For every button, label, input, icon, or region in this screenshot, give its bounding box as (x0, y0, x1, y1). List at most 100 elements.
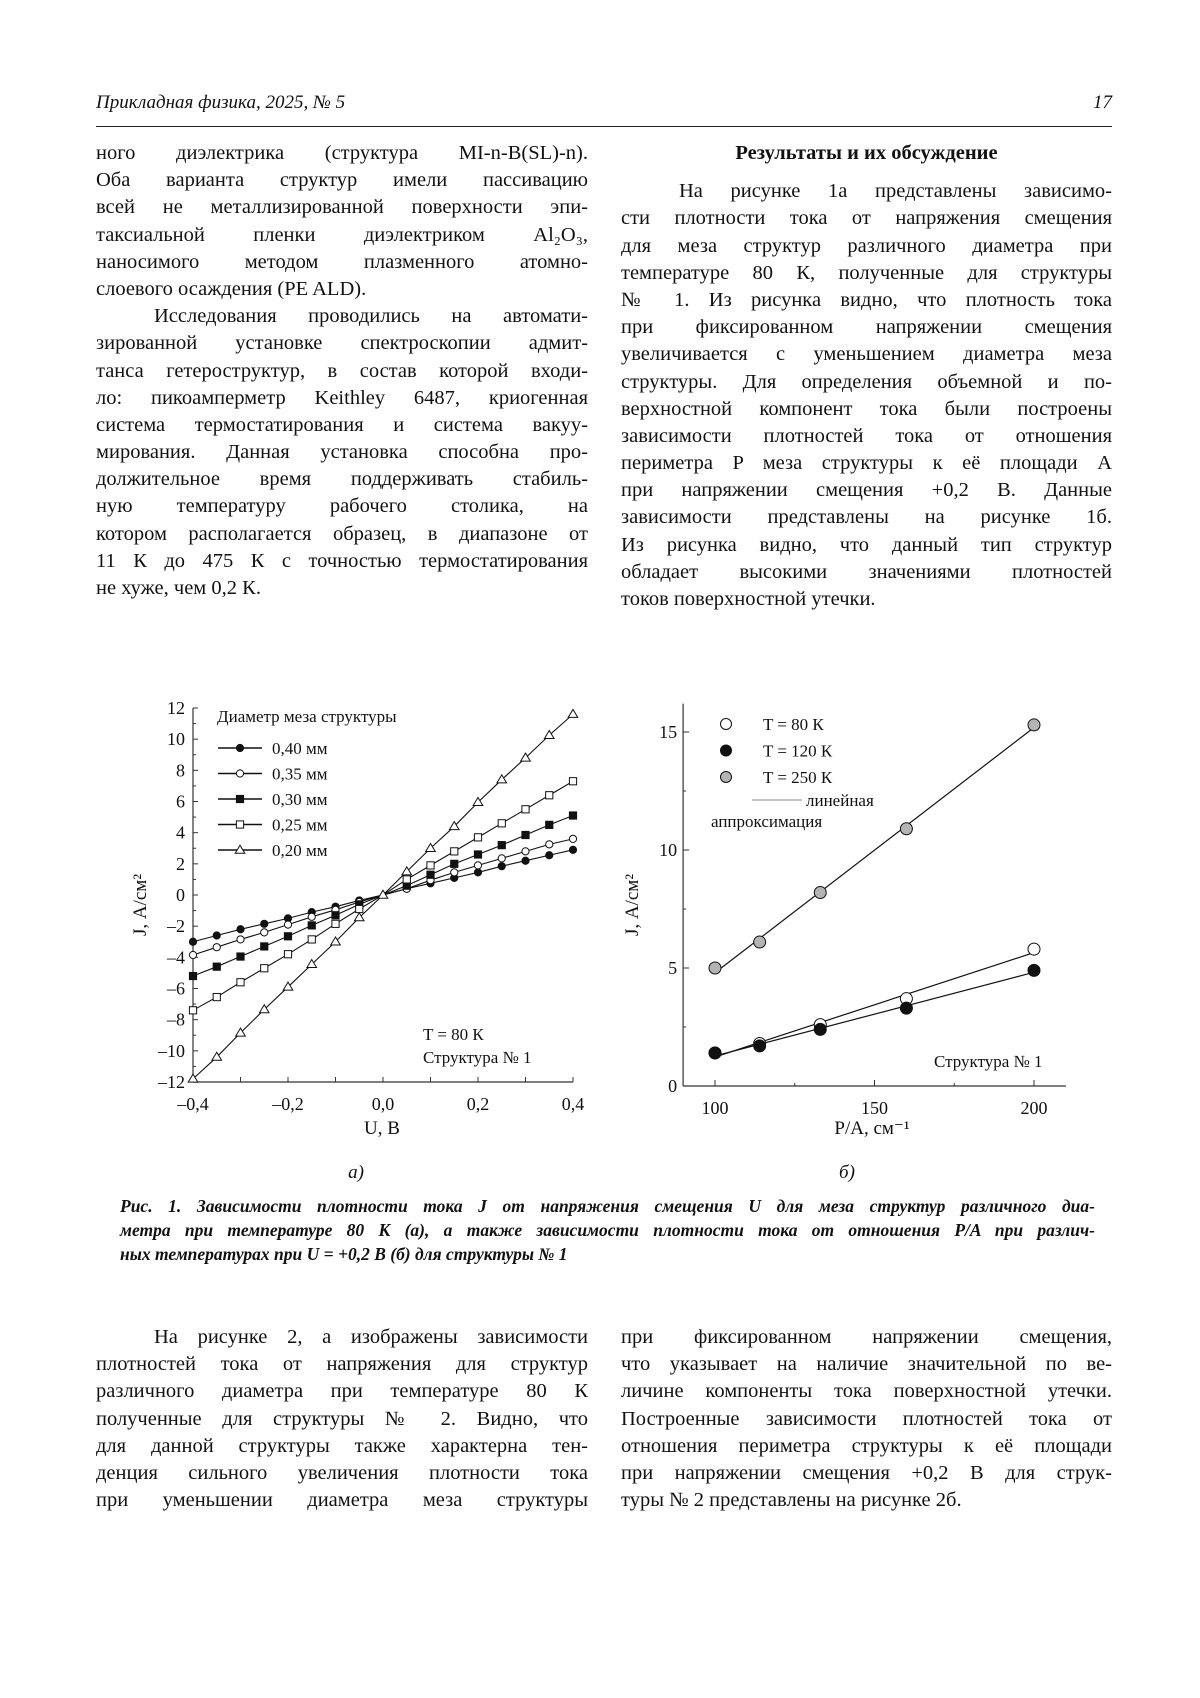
text-line: ную температуру рабочего столика, на (96, 493, 588, 520)
annotation-structure: Структура № 1 (934, 1052, 1043, 1071)
legend-label: T = 80 К (763, 715, 824, 734)
data-point (814, 1023, 826, 1035)
data-point (451, 869, 458, 876)
text-line: при напряжении смещения +0,2 В. Данные (621, 477, 1112, 504)
text-line: 11 К до 475 К с точностью термостатирова… (96, 548, 588, 575)
data-point (569, 835, 576, 842)
bottom-left-column: На рисунке 2, а изображены зависимостипл… (96, 1324, 588, 1514)
data-point (754, 936, 766, 948)
text-line: ного диэлектрика (структура MI-n-B(SL)-n… (96, 140, 588, 167)
data-point (332, 903, 339, 910)
left-column: ного диэлектрика (структура MI-n-B(SL)-n… (96, 140, 588, 602)
data-point (814, 886, 826, 898)
data-point (213, 993, 220, 1000)
text-line: мирования. Данная установка способна про… (96, 439, 588, 466)
text-line: наносимого методом плазменного атомно- (96, 249, 588, 276)
text-line: денция сильного увеличения плотности ток… (96, 1460, 588, 1487)
text-line: что указывает на наличие значительной по… (621, 1351, 1112, 1378)
legend-marker (236, 770, 243, 777)
data-point (213, 963, 220, 970)
data-point (331, 937, 341, 945)
y-tick-label: 15 (659, 722, 677, 742)
legend-title: Диаметр меза структуры (217, 707, 397, 726)
legend-marker (236, 744, 243, 751)
x-tick-label: 0,4 (562, 1094, 585, 1114)
data-point (1028, 943, 1040, 955)
data-point (426, 843, 436, 851)
y-tick-label: 8 (176, 760, 185, 780)
data-point (261, 965, 268, 972)
legend-marker (721, 745, 732, 756)
bottom-right-column: при фиксированном напряжении смещения,чт… (621, 1324, 1112, 1514)
data-point (427, 877, 434, 884)
text-line: структуры. Для определения объемной и по… (621, 369, 1112, 396)
data-point (236, 1028, 246, 1036)
caption-line: ных температурах при U = +0,2 В (б) для … (120, 1242, 1095, 1266)
text-line: всей не металлизированной поверхности эп… (96, 194, 588, 221)
text-line: сти плотности тока от напряжения смещени… (621, 205, 1112, 232)
legend-label: 0,30 мм (272, 790, 328, 809)
text-line: На рисунке 1а представлены зависимо- (621, 178, 1112, 205)
data-point (332, 920, 339, 927)
annotation-structure: Структура № 1 (423, 1048, 532, 1067)
data-point (308, 913, 315, 920)
data-point (332, 912, 339, 919)
header-rule (96, 126, 1112, 127)
data-point (474, 851, 481, 858)
y-tick-label: 0 (668, 1076, 677, 1096)
y-tick-label: –6 (166, 979, 185, 999)
data-point (474, 834, 481, 841)
data-point (356, 898, 363, 905)
data-point (498, 855, 505, 862)
text-line: периметра P меза структуры к её площади … (621, 450, 1112, 477)
legend-fit-label: аппроксимация (711, 812, 822, 831)
series-line-4 (193, 714, 573, 1079)
data-point (237, 936, 244, 943)
y-tick-label: –10 (157, 1041, 185, 1061)
text-line: Исследования проводились на автомати- (96, 303, 588, 330)
legend-fit-label: линейная (806, 791, 874, 810)
y-tick-label: –12 (157, 1072, 185, 1092)
x-tick-label: 150 (861, 1098, 888, 1118)
x-tick-label: 100 (702, 1098, 729, 1118)
data-point (544, 730, 554, 738)
data-point (308, 936, 315, 943)
data-point (546, 821, 553, 828)
data-point (709, 962, 721, 974)
data-point (1028, 964, 1040, 976)
text-line: плотностей тока от напряжения для структ… (96, 1351, 588, 1378)
data-point (261, 920, 268, 927)
data-point (237, 953, 244, 960)
text-line: увеличивается с уменьшением диаметра мез… (621, 341, 1112, 368)
data-point (356, 897, 363, 904)
y-tick-label: 2 (176, 854, 185, 874)
data-point (213, 932, 220, 939)
data-point (378, 890, 388, 898)
panel-label-a: а) (348, 1162, 364, 1183)
data-point (237, 926, 244, 933)
legend-marker (721, 772, 732, 783)
y-tick-label: 5 (668, 958, 677, 978)
data-point (237, 979, 244, 986)
text-line: различного диаметра при температуре 80 К (96, 1378, 588, 1405)
data-point (900, 993, 912, 1005)
series-line-3 (193, 781, 573, 1010)
legend-marker (236, 795, 243, 802)
y-tick-label: 4 (176, 823, 185, 843)
data-point (284, 933, 291, 940)
data-point (356, 901, 363, 908)
text-line: отношения периметра структуры к её площа… (621, 1433, 1112, 1460)
data-point (403, 885, 410, 892)
legend-marker (235, 845, 245, 853)
data-point (284, 915, 291, 922)
data-point (522, 806, 529, 813)
text-line: Из рисунка видно, что данный тип структу… (621, 532, 1112, 559)
data-point (188, 1074, 198, 1082)
legend-label: 0,20 мм (272, 841, 328, 860)
section-heading: Результаты и их обсуждение (621, 140, 1112, 167)
figure-caption: Рис. 1. Зависимости плотности тока J от … (120, 1194, 1095, 1266)
text-line: Оба варианта структур имели пассивацию (96, 167, 588, 194)
legend-label: 0,35 мм (272, 765, 328, 784)
text-line: верхностной компонент тока были построен… (621, 396, 1112, 423)
data-point (473, 797, 483, 805)
